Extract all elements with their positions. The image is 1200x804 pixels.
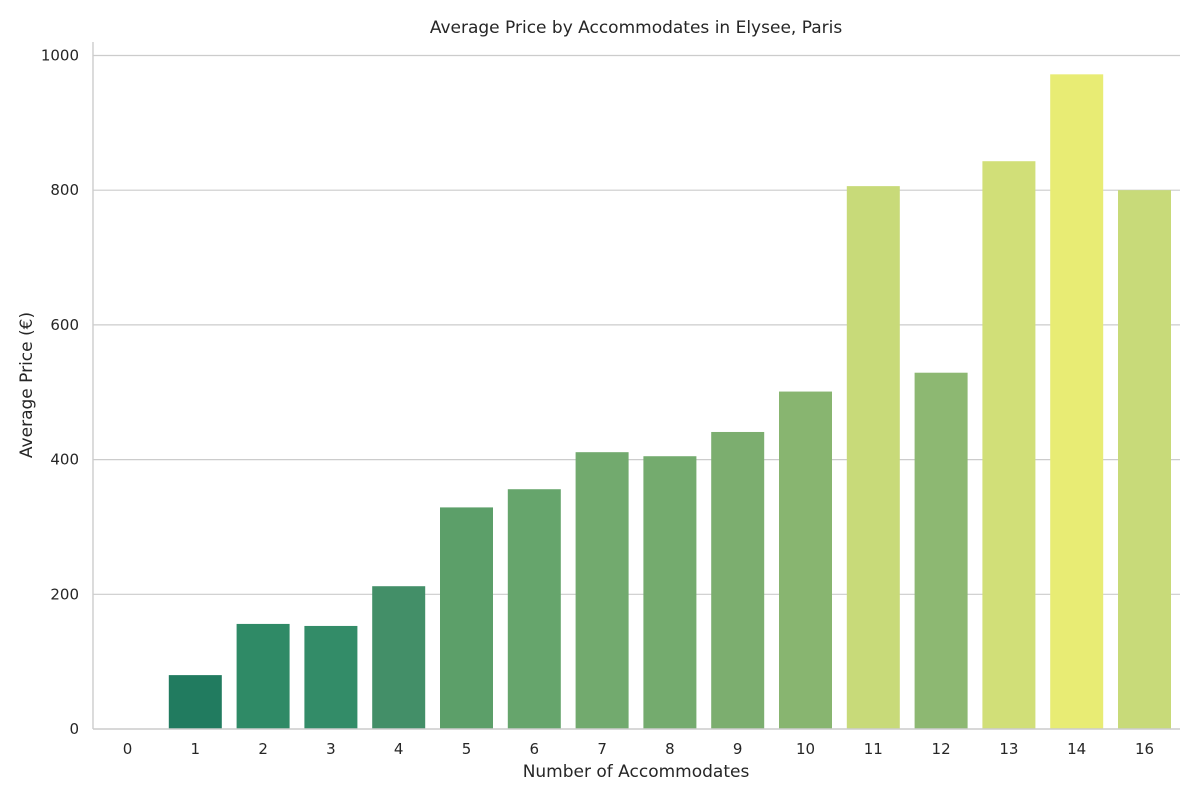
- x-tick-label: 13: [999, 740, 1018, 758]
- bar-12: [914, 372, 968, 729]
- x-tick-label: 12: [932, 740, 951, 758]
- bar-3: [304, 625, 358, 729]
- y-tick-labels: 0 200 400 600 800 1000: [41, 46, 79, 738]
- x-tick-label: 8: [665, 740, 675, 758]
- bar-11: [846, 186, 900, 729]
- y-axis-label: Average Price (€): [17, 312, 37, 458]
- x-tick-label: 3: [326, 740, 336, 758]
- y-tick-label: 0: [69, 720, 79, 738]
- bar-2: [236, 623, 290, 729]
- bars: [168, 74, 1171, 730]
- x-tick-label: 6: [530, 740, 540, 758]
- x-tick-label: 9: [733, 740, 743, 758]
- y-tick-label: 1000: [41, 46, 79, 64]
- bar-14: [1050, 74, 1104, 730]
- y-tick-label: 200: [50, 585, 79, 603]
- bar-5: [440, 507, 493, 729]
- x-tick-label: 0: [123, 740, 133, 758]
- bar-7: [575, 452, 629, 729]
- y-tick-label: 600: [50, 316, 79, 334]
- x-tick-label: 14: [1067, 740, 1086, 758]
- bar-16: [1118, 190, 1171, 730]
- y-tick-label: 800: [50, 181, 79, 199]
- x-tick-label: 7: [597, 740, 607, 758]
- x-tick-label: 16: [1135, 740, 1154, 758]
- x-tick-label: 10: [796, 740, 815, 758]
- y-tick-label: 400: [50, 451, 79, 469]
- x-tick-labels: 0 1 2 3 4 5 6 7 8 9 10 11 12 13 14 16: [123, 740, 1154, 758]
- x-tick-label: 2: [258, 740, 268, 758]
- bar-6: [507, 489, 561, 729]
- x-tick-label: 1: [191, 740, 201, 758]
- bar-1: [168, 675, 222, 729]
- x-tick-label: 5: [462, 740, 472, 758]
- bar-9: [711, 431, 765, 729]
- bar-10: [779, 391, 832, 729]
- bar-8: [643, 456, 697, 729]
- x-axis-label: Number of Accommodates: [523, 762, 750, 782]
- x-tick-label: 11: [864, 740, 883, 758]
- bar-13: [982, 161, 1036, 729]
- chart-title: Average Price by Accommodates in Elysee,…: [430, 18, 843, 38]
- x-tick-label: 4: [394, 740, 404, 758]
- bar-4: [372, 586, 426, 729]
